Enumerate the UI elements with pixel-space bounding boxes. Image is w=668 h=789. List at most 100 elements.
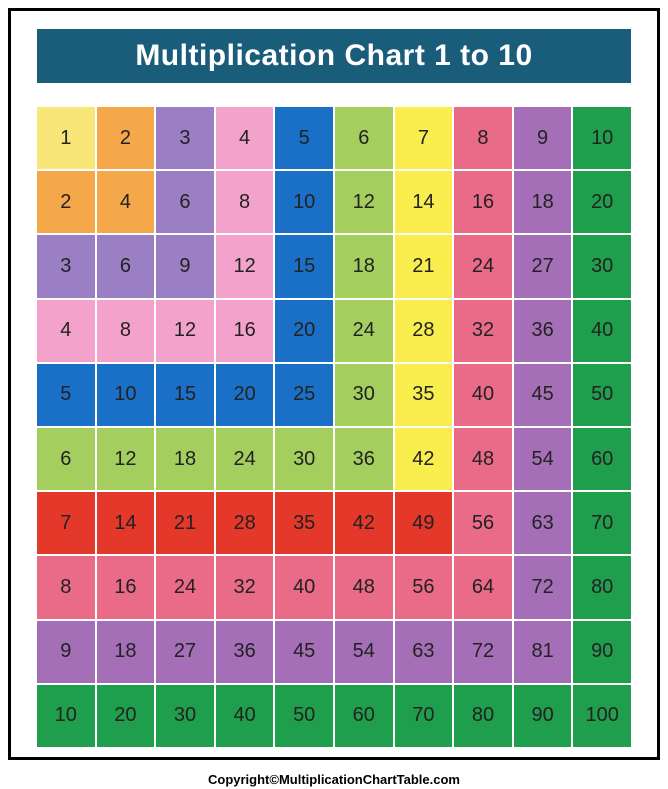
cell-7x10: 70 bbox=[573, 492, 631, 554]
cell-4x10: 40 bbox=[573, 300, 631, 362]
cell-7x8: 56 bbox=[454, 492, 512, 554]
cell-10x4: 40 bbox=[216, 685, 274, 747]
cell-5x1: 5 bbox=[37, 364, 95, 426]
cell-8x2: 16 bbox=[97, 556, 155, 618]
cell-3x2: 6 bbox=[97, 235, 155, 297]
cell-7x1: 7 bbox=[37, 492, 95, 554]
cell-1x10: 10 bbox=[573, 107, 631, 169]
cell-10x10: 100 bbox=[573, 685, 631, 747]
cell-10x1: 10 bbox=[37, 685, 95, 747]
cell-2x5: 10 bbox=[275, 171, 333, 233]
cell-9x9: 81 bbox=[514, 621, 572, 683]
cell-1x1: 1 bbox=[37, 107, 95, 169]
cell-9x8: 72 bbox=[454, 621, 512, 683]
cell-8x9: 72 bbox=[514, 556, 572, 618]
cell-6x8: 48 bbox=[454, 428, 512, 490]
cell-2x3: 6 bbox=[156, 171, 214, 233]
cell-8x1: 8 bbox=[37, 556, 95, 618]
cell-3x9: 27 bbox=[514, 235, 572, 297]
cell-10x9: 90 bbox=[514, 685, 572, 747]
cell-9x3: 27 bbox=[156, 621, 214, 683]
cell-2x2: 4 bbox=[97, 171, 155, 233]
cell-10x2: 20 bbox=[97, 685, 155, 747]
cell-9x4: 36 bbox=[216, 621, 274, 683]
cell-8x7: 56 bbox=[395, 556, 453, 618]
cell-7x2: 14 bbox=[97, 492, 155, 554]
cell-1x9: 9 bbox=[514, 107, 572, 169]
cell-8x3: 24 bbox=[156, 556, 214, 618]
cell-9x2: 18 bbox=[97, 621, 155, 683]
cell-8x8: 64 bbox=[454, 556, 512, 618]
cell-3x3: 9 bbox=[156, 235, 214, 297]
cell-7x5: 35 bbox=[275, 492, 333, 554]
cell-10x5: 50 bbox=[275, 685, 333, 747]
cell-6x9: 54 bbox=[514, 428, 572, 490]
cell-8x10: 80 bbox=[573, 556, 631, 618]
cell-7x7: 49 bbox=[395, 492, 453, 554]
cell-4x8: 32 bbox=[454, 300, 512, 362]
cell-1x5: 5 bbox=[275, 107, 333, 169]
cell-8x4: 32 bbox=[216, 556, 274, 618]
cell-5x2: 10 bbox=[97, 364, 155, 426]
cell-5x9: 45 bbox=[514, 364, 572, 426]
cell-4x4: 16 bbox=[216, 300, 274, 362]
cell-3x1: 3 bbox=[37, 235, 95, 297]
cell-1x3: 3 bbox=[156, 107, 214, 169]
cell-5x7: 35 bbox=[395, 364, 453, 426]
cell-6x10: 60 bbox=[573, 428, 631, 490]
cell-10x7: 70 bbox=[395, 685, 453, 747]
cell-6x6: 36 bbox=[335, 428, 393, 490]
cell-3x6: 18 bbox=[335, 235, 393, 297]
chart-title: Multiplication Chart 1 to 10 bbox=[37, 29, 631, 83]
cell-8x6: 48 bbox=[335, 556, 393, 618]
cell-5x4: 20 bbox=[216, 364, 274, 426]
cell-4x2: 8 bbox=[97, 300, 155, 362]
cell-8x5: 40 bbox=[275, 556, 333, 618]
cell-1x2: 2 bbox=[97, 107, 155, 169]
cell-5x5: 25 bbox=[275, 364, 333, 426]
cell-2x10: 20 bbox=[573, 171, 631, 233]
chart-frame: Multiplication Chart 1 to 10 12345678910… bbox=[8, 8, 660, 760]
cell-3x7: 21 bbox=[395, 235, 453, 297]
cell-7x6: 42 bbox=[335, 492, 393, 554]
cell-9x1: 9 bbox=[37, 621, 95, 683]
cell-2x1: 2 bbox=[37, 171, 95, 233]
cell-3x5: 15 bbox=[275, 235, 333, 297]
cell-6x3: 18 bbox=[156, 428, 214, 490]
cell-7x4: 28 bbox=[216, 492, 274, 554]
cell-1x6: 6 bbox=[335, 107, 393, 169]
cell-6x4: 24 bbox=[216, 428, 274, 490]
cell-7x9: 63 bbox=[514, 492, 572, 554]
multiplication-grid: 1234567891024681012141618203691215182124… bbox=[37, 107, 631, 747]
cell-6x2: 12 bbox=[97, 428, 155, 490]
cell-9x7: 63 bbox=[395, 621, 453, 683]
cell-3x8: 24 bbox=[454, 235, 512, 297]
cell-1x8: 8 bbox=[454, 107, 512, 169]
cell-4x7: 28 bbox=[395, 300, 453, 362]
cell-1x4: 4 bbox=[216, 107, 274, 169]
cell-1x7: 7 bbox=[395, 107, 453, 169]
footer-copyright: Copyright©MultiplicationChartTable.com bbox=[0, 768, 668, 789]
cell-10x3: 30 bbox=[156, 685, 214, 747]
cell-10x8: 80 bbox=[454, 685, 512, 747]
cell-9x6: 54 bbox=[335, 621, 393, 683]
cell-2x7: 14 bbox=[395, 171, 453, 233]
cell-3x4: 12 bbox=[216, 235, 274, 297]
cell-4x3: 12 bbox=[156, 300, 214, 362]
cell-4x1: 4 bbox=[37, 300, 95, 362]
cell-4x6: 24 bbox=[335, 300, 393, 362]
cell-5x3: 15 bbox=[156, 364, 214, 426]
cell-3x10: 30 bbox=[573, 235, 631, 297]
cell-10x6: 60 bbox=[335, 685, 393, 747]
cell-4x5: 20 bbox=[275, 300, 333, 362]
cell-5x6: 30 bbox=[335, 364, 393, 426]
cell-2x9: 18 bbox=[514, 171, 572, 233]
cell-6x1: 6 bbox=[37, 428, 95, 490]
cell-2x4: 8 bbox=[216, 171, 274, 233]
cell-5x8: 40 bbox=[454, 364, 512, 426]
cell-2x6: 12 bbox=[335, 171, 393, 233]
cell-7x3: 21 bbox=[156, 492, 214, 554]
cell-6x7: 42 bbox=[395, 428, 453, 490]
cell-4x9: 36 bbox=[514, 300, 572, 362]
cell-6x5: 30 bbox=[275, 428, 333, 490]
